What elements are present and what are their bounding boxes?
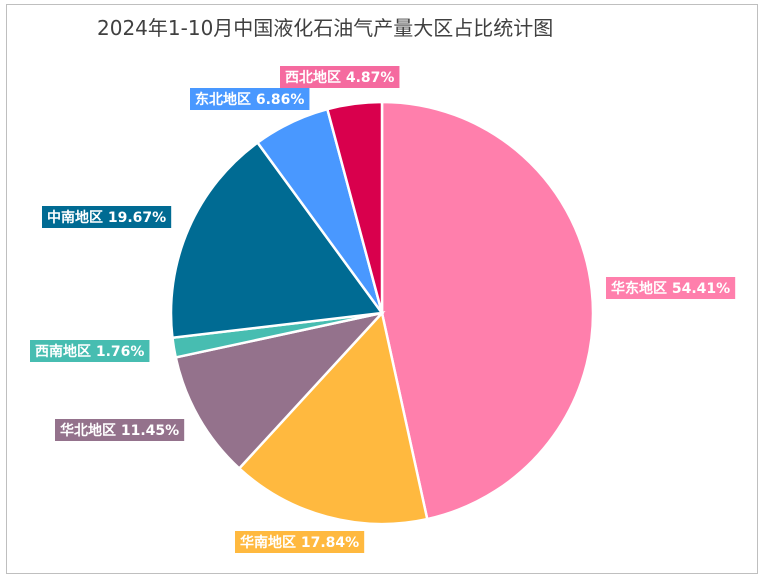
data-label-text: 西南地区 1.76% [35, 343, 144, 360]
data-label-bg [30, 340, 150, 362]
pie-slice-华北地区 [174, 310, 386, 471]
data-label-text: 华南地区 17.84% [240, 534, 359, 551]
data-label-bg [42, 206, 172, 228]
data-label-bg [190, 88, 310, 110]
data-label-text: 西北地区 4.87% [285, 69, 394, 86]
pie-slice-中南地区 [169, 140, 385, 340]
data-label-华北地区: 华北地区 11.45% [55, 419, 185, 441]
data-label-text: 华东地区 54.41% [611, 280, 730, 297]
data-label-华东地区: 华东地区 54.41% [606, 277, 736, 299]
pie-slices [169, 100, 595, 526]
data-label-bg [55, 419, 185, 441]
data-label-text: 中南地区 19.67% [47, 209, 166, 226]
data-label-华南地区: 华南地区 17.84% [235, 531, 365, 553]
pie-labels: 华东地区 54.41% 华南地区 17.84% 华北地区 11.45% 西南地区 1.… [30, 66, 736, 553]
data-label-东北地区: 东北地区 6.86% [190, 88, 310, 110]
pie-slice-华东地区 [380, 100, 595, 521]
data-label-西北地区: 西北地区 4.87% [280, 66, 400, 88]
data-label-text: 华北地区 11.45% [60, 422, 179, 439]
data-label-bg [606, 277, 736, 299]
pie-slice-华南地区 [237, 310, 429, 526]
data-label-西南地区: 西南地区 1.76% [30, 340, 150, 362]
data-label-bg [280, 66, 400, 88]
data-label-text: 东北地区 6.86% [195, 91, 304, 108]
data-label-bg [235, 531, 365, 553]
pie-slice-西北地区 [325, 100, 384, 314]
data-label-中南地区: 中南地区 19.67% [42, 206, 172, 228]
chart-title: 2024年1-10月中国液化石油气产量大区占比统计图 [97, 16, 554, 40]
